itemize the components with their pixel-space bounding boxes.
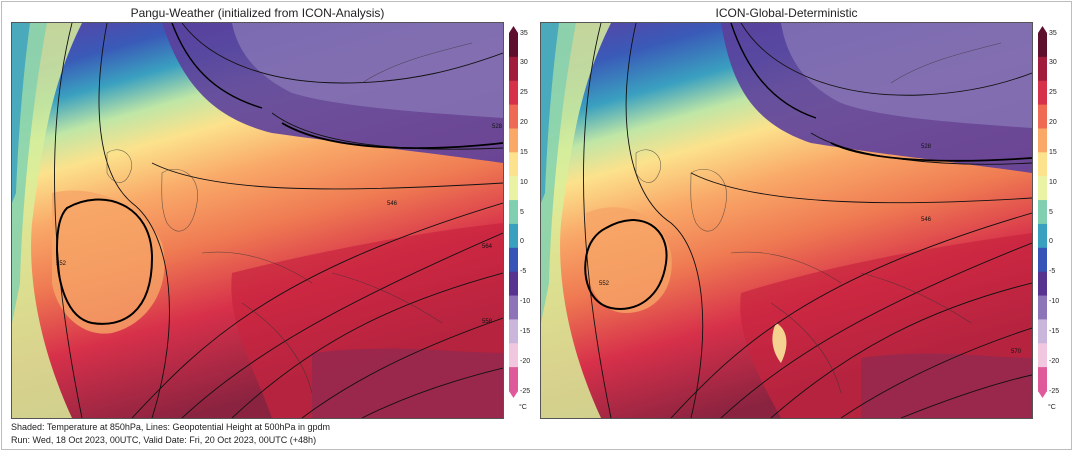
colorbar-tick-label: 30 xyxy=(520,59,528,67)
colorbar-tick-label: 25 xyxy=(1049,89,1057,97)
colorbar-tick-label: 15 xyxy=(520,148,528,156)
colorbar-tick-label: 0 xyxy=(520,238,524,246)
colorbar-tick-label: 20 xyxy=(1049,119,1057,126)
colorbar-extend-top xyxy=(1038,26,1047,33)
colorbar-segment xyxy=(509,104,518,129)
left-contour-label: 564 xyxy=(482,244,493,250)
left-contour-label: 528 xyxy=(492,124,503,130)
right-colorbar xyxy=(1038,26,1047,398)
colorbar-tick-label: -5 xyxy=(1049,268,1056,276)
colorbar-segment xyxy=(509,128,518,153)
left-coastlines xyxy=(106,42,473,394)
colorbar-tick-label: -25 xyxy=(1049,387,1060,395)
colorbar-tick-label: 20 xyxy=(520,119,528,126)
left-contour-label: 546 xyxy=(387,201,398,207)
colorbar-segment xyxy=(509,247,518,273)
colorbar-segment xyxy=(1038,295,1047,320)
colorbar-segment xyxy=(509,223,518,249)
colorbar-tick-label: -20 xyxy=(1049,357,1060,365)
colorbar-segment xyxy=(1038,247,1047,273)
colorbar-segment xyxy=(509,319,518,344)
colorbar-extend-bottom xyxy=(1038,391,1047,398)
colorbar-segment xyxy=(1038,367,1047,392)
colorbar-segment xyxy=(509,33,518,58)
colorbar-segment xyxy=(1038,223,1047,249)
colorbar-tick-label: 25 xyxy=(520,89,528,97)
colorbar-segment xyxy=(1038,56,1047,82)
left-colorbar xyxy=(509,26,518,398)
colorbar-tick-label: 5 xyxy=(1049,208,1053,216)
colorbar-tick-label: 0 xyxy=(1049,238,1053,246)
colorbar-tick-label: -15 xyxy=(1049,327,1060,335)
footer-run-info: Run: Wed, 18 Oct 2023, 00UTC, Valid Date… xyxy=(11,435,317,445)
colorbar-extend-top xyxy=(509,26,518,33)
colorbar-segment xyxy=(1038,343,1047,368)
colorbar-tick-label: 35 xyxy=(520,29,528,37)
colorbar-tick-label: 30 xyxy=(1049,59,1057,67)
left-contour-label: 552 xyxy=(56,261,67,267)
colorbar-segment xyxy=(509,295,518,320)
colorbar-tick-label: -15 xyxy=(520,327,531,335)
colorbar-segment xyxy=(509,271,518,297)
right-height-contours xyxy=(583,23,1032,418)
colorbar-segment xyxy=(509,200,518,225)
right-panel-title: ICON-Global-Deterministic xyxy=(715,6,858,20)
colorbar-segment xyxy=(1038,33,1047,58)
colorbar-segment xyxy=(1038,271,1047,297)
colorbar-extend-bottom xyxy=(509,391,518,398)
colorbar-tick-label: 5 xyxy=(520,208,524,216)
colorbar-segment xyxy=(1038,200,1047,225)
right-contour-label: 528 xyxy=(921,144,932,150)
footer-legend-text: Shaded: Temperature at 850hPa, Lines: Ge… xyxy=(11,422,331,432)
right-contour-label: 546 xyxy=(921,217,932,223)
left-panel-title: Pangu-Weather (initialized from ICON-Ana… xyxy=(130,6,385,20)
colorbar-tick-label: 10 xyxy=(520,178,528,186)
colorbar-segment xyxy=(509,343,518,368)
colorbar-segment xyxy=(1038,128,1047,153)
colorbar-tick-label: 10 xyxy=(1049,178,1057,186)
colorbar-segment xyxy=(509,56,518,82)
right-contour-label: 552 xyxy=(599,281,610,287)
colorbar-tick-label: -20 xyxy=(520,357,531,365)
right-contour-label: 570 xyxy=(1011,349,1022,355)
colorbar-segment xyxy=(509,152,518,177)
colorbar-tick-label: -10 xyxy=(1049,298,1060,305)
right-colorbar-unit: °C xyxy=(1048,404,1056,411)
colorbar-segment xyxy=(1038,176,1047,201)
left-temperature-map: 552 564 546 528 558 xyxy=(11,22,504,419)
colorbar-segment xyxy=(509,80,518,106)
colorbar-segment xyxy=(1038,319,1047,344)
colorbar-segment xyxy=(509,367,518,392)
colorbar-tick-label: -5 xyxy=(520,268,527,276)
left-contour-label: 558 xyxy=(482,319,493,325)
colorbar-tick-label: 15 xyxy=(1049,148,1057,156)
right-temperature-map: 552 546 528 570 xyxy=(540,22,1033,419)
colorbar-segment xyxy=(1038,152,1047,177)
colorbar-segment xyxy=(509,176,518,201)
left-height-contours xyxy=(54,23,503,418)
colorbar-tick-label: -25 xyxy=(520,387,531,395)
colorbar-tick-label: -10 xyxy=(520,298,531,305)
colorbar-segment xyxy=(1038,104,1047,129)
colorbar-tick-label: 35 xyxy=(1049,29,1057,37)
colorbar-segment xyxy=(1038,80,1047,106)
left-colorbar-unit: °C xyxy=(519,404,527,411)
